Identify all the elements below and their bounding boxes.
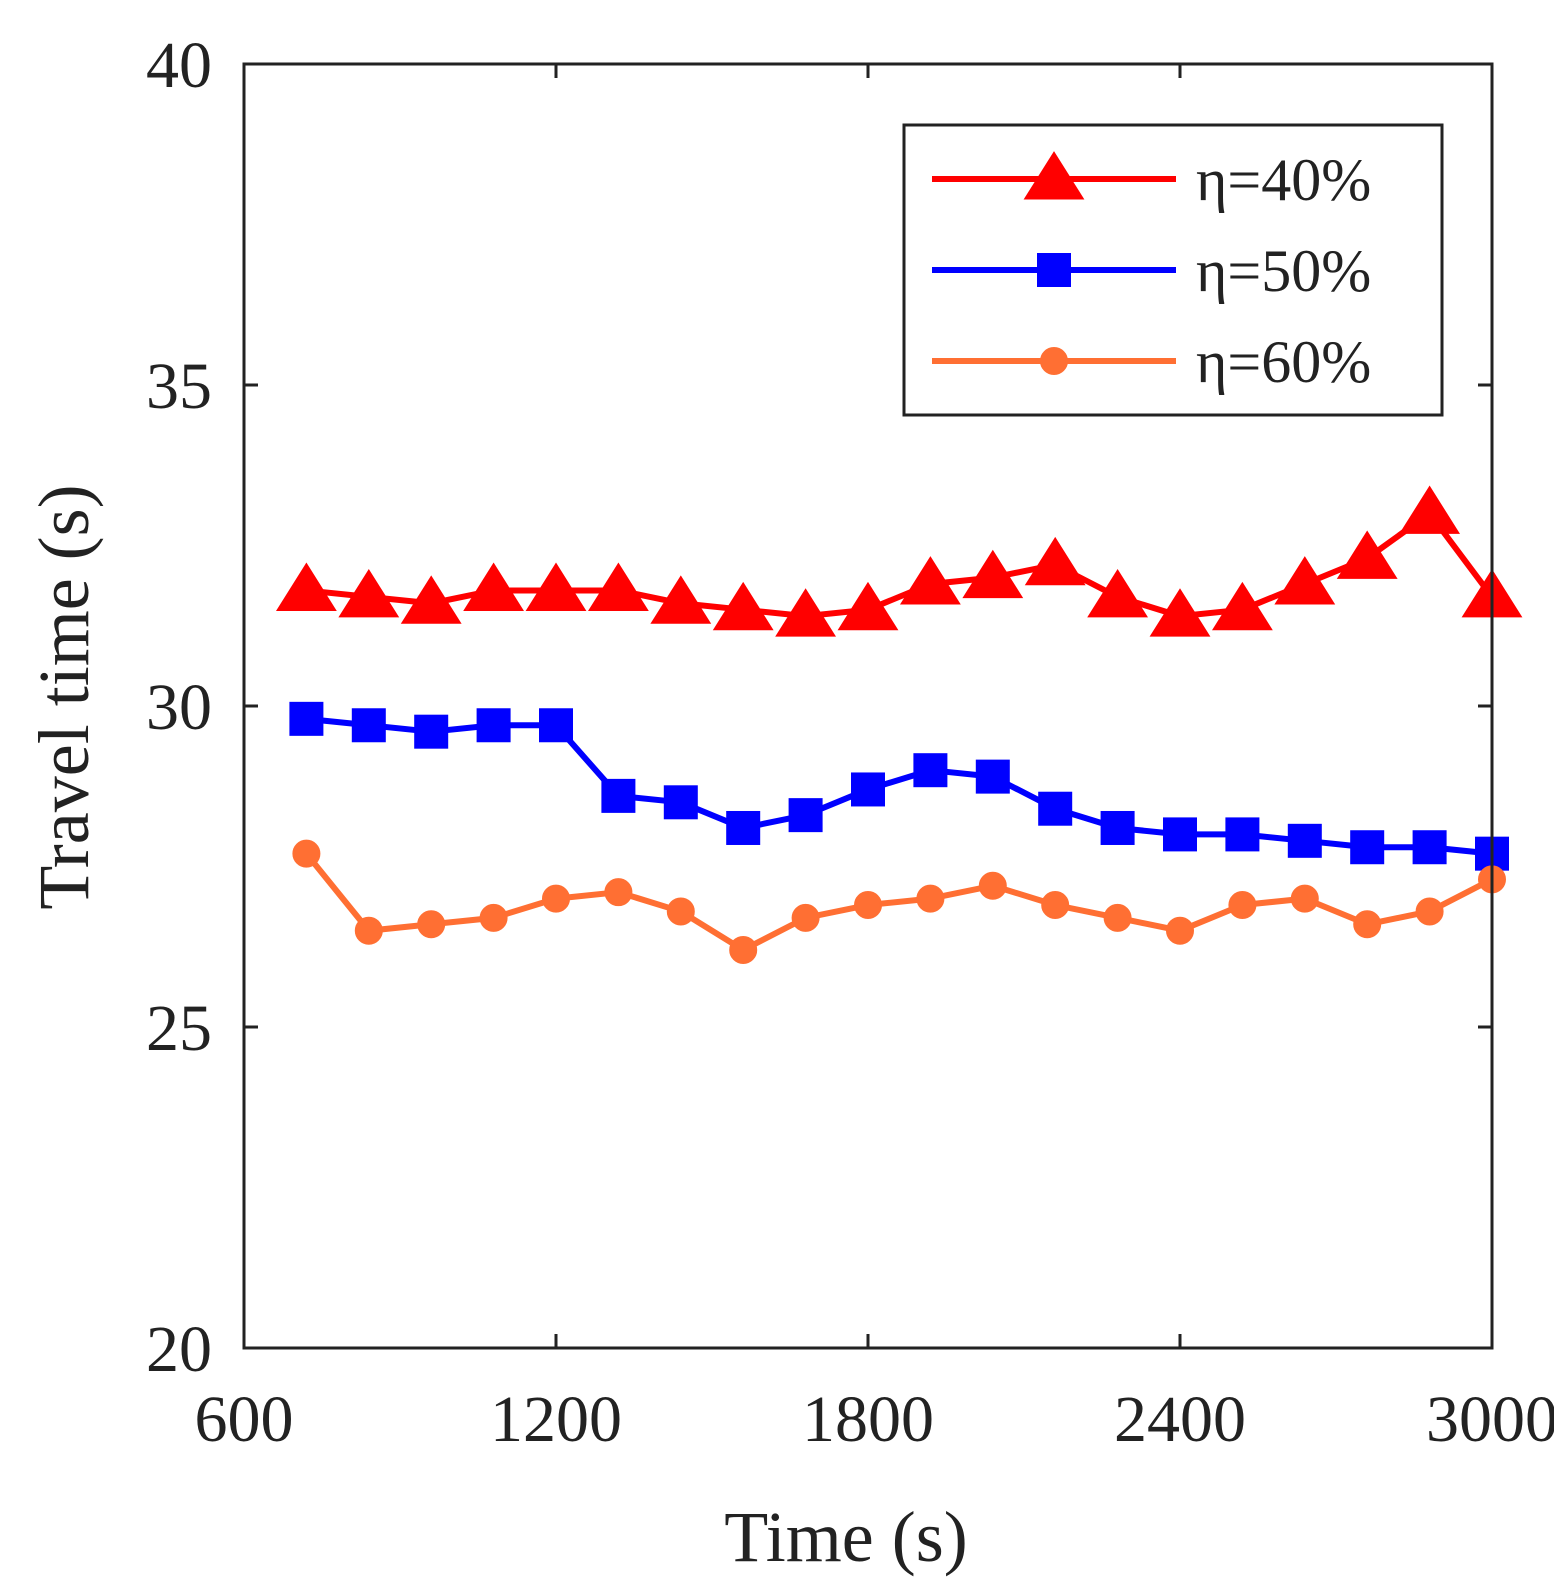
x-tick-label: 600 <box>195 1383 294 1456</box>
data-point-triangle <box>1024 536 1086 586</box>
data-point-square <box>1225 817 1260 852</box>
data-point-circle <box>1041 891 1070 920</box>
data-point-square <box>539 708 573 743</box>
data-point-circle <box>1290 884 1319 913</box>
data-point-triangle <box>962 549 1024 599</box>
x-tick-label: 3000 <box>1426 1383 1554 1456</box>
y-tick-label: 20 <box>146 1313 212 1386</box>
series-circle <box>292 839 1506 964</box>
data-point-square <box>414 714 449 749</box>
legend-label: η=60% <box>1196 329 1371 395</box>
data-point-triangle <box>650 575 712 624</box>
data-point-circle <box>1353 910 1382 939</box>
data-point-circle <box>791 903 820 932</box>
data-point-circle <box>292 839 321 868</box>
data-point-square <box>788 798 823 833</box>
series-triangle <box>275 485 1523 637</box>
data-point-circle <box>479 903 508 932</box>
data-point-triangle <box>899 556 961 605</box>
data-point-square <box>601 778 636 813</box>
data-point-triangle <box>1211 581 1273 631</box>
data-point-circle <box>1166 916 1194 945</box>
data-point-square <box>1163 817 1197 852</box>
data-point-square <box>1350 830 1385 865</box>
legend: η=40% η=50% η=60% <box>902 123 1444 417</box>
data-point-triangle <box>1087 568 1149 618</box>
data-point-triangle <box>587 562 649 611</box>
data-point-circle <box>666 897 695 926</box>
data-point-circle <box>1228 891 1257 920</box>
data-point-circle <box>1103 903 1132 932</box>
data-point-square <box>476 708 511 743</box>
legend-marker-triangle <box>1023 151 1085 200</box>
data-point-circle <box>916 884 945 913</box>
y-axis-label: Travel time (s) <box>24 484 104 909</box>
y-tick-label: 40 <box>146 29 212 102</box>
legend-label: η=50% <box>1196 238 1371 304</box>
data-point-square <box>1100 810 1135 845</box>
data-point-triangle <box>525 562 587 611</box>
data-point-square <box>726 810 761 845</box>
data-point-circle <box>604 878 633 907</box>
data-point-circle <box>417 910 446 939</box>
data-point-triangle <box>1336 530 1398 579</box>
data-point-triangle <box>463 562 525 611</box>
data-point-square <box>351 708 386 743</box>
data-point-square <box>975 759 1010 794</box>
data-point-square <box>1038 791 1073 826</box>
x-tick-label: 1200 <box>490 1383 622 1456</box>
data-point-square <box>851 772 885 807</box>
legend-label: η=40% <box>1196 147 1371 213</box>
data-point-square <box>1412 830 1447 865</box>
data-point-circle <box>1415 897 1444 926</box>
series-square <box>289 701 1509 871</box>
data-point-triangle <box>275 562 337 611</box>
plot-frame <box>242 62 1494 1350</box>
x-tick-label: 1800 <box>802 1383 934 1456</box>
data-point-triangle <box>338 568 400 618</box>
data-point-circle <box>354 916 383 945</box>
data-point-circle <box>542 884 570 913</box>
x-tick-label: 2400 <box>1114 1383 1246 1456</box>
y-tick-label: 25 <box>146 992 212 1065</box>
y-tick-label: 35 <box>146 350 212 423</box>
data-point-square <box>663 785 698 820</box>
data-point-triangle <box>837 581 899 631</box>
data-point-triangle <box>1399 485 1461 534</box>
data-point-triangle <box>712 581 774 631</box>
data-point-circle <box>729 935 758 964</box>
y-tick-label: 30 <box>146 671 212 744</box>
data-point-triangle <box>1149 588 1211 637</box>
data-point-circle <box>978 871 1007 900</box>
data-point-square <box>289 701 324 736</box>
data-point-square <box>1287 823 1322 858</box>
data-point-circle <box>854 891 882 920</box>
series-layer <box>275 485 1523 964</box>
legend-marker-square <box>1037 253 1071 287</box>
data-point-triangle <box>400 575 462 624</box>
data-point-square <box>913 753 948 788</box>
x-axis-label: Time (s) <box>724 1497 967 1577</box>
data-point-triangle <box>1274 556 1336 605</box>
axes: 600 1200 1800 2400 3000 20 25 30 35 40 <box>146 29 1554 1456</box>
legend-marker-circle <box>1040 347 1068 375</box>
data-point-triangle <box>775 588 837 637</box>
